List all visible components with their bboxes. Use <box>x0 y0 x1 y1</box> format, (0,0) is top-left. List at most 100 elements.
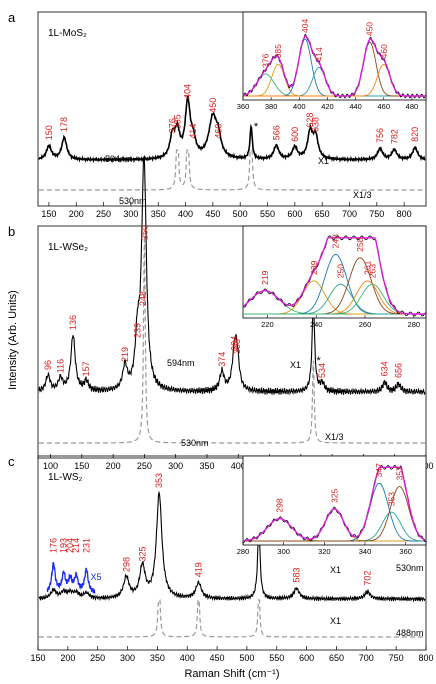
x-tick-label: 800 <box>397 209 412 219</box>
plot-frame <box>37 455 427 651</box>
series-scale: X1 <box>290 360 301 370</box>
panel-letter: a <box>8 10 16 25</box>
series-name: 594nm <box>167 358 195 368</box>
si-marker: * <box>254 121 259 133</box>
x-tick-label: 200 <box>69 209 84 219</box>
panel-b: b1L-WSe₂10015020025030035040045050055060… <box>8 155 434 471</box>
x-tick-label: 450 <box>210 653 225 663</box>
series-scale: X1/3 <box>353 190 372 200</box>
peak-label: 638 <box>311 117 321 132</box>
series-594nm <box>38 95 426 164</box>
sample-title: 1L-WSe₂ <box>48 242 88 253</box>
inset-peak-label: 219 <box>260 270 270 284</box>
peak-label: 231 <box>81 538 91 553</box>
inset-x-tick-label: 240 <box>310 320 323 329</box>
x-tick-label: 500 <box>239 653 254 663</box>
x-tick-label: 400 <box>231 461 246 471</box>
peak-label: 419 <box>194 562 204 577</box>
peak-label: 782 <box>389 129 399 144</box>
peak-label: 634 <box>380 361 390 376</box>
inset-c: 280 300 320 340 360 298 325 347 353 357 <box>237 455 427 556</box>
x-tick-label: 250 <box>90 653 105 663</box>
x-tick-label: 700 <box>342 209 357 219</box>
peak-label: 460 <box>213 124 223 139</box>
si-marker: * <box>316 355 321 367</box>
peak-label: 450 <box>208 98 218 113</box>
x-tick-label: 750 <box>369 209 384 219</box>
series-530nm <box>38 490 426 603</box>
inset-x-tick-label: 440 <box>349 102 362 111</box>
series-scale: X1 <box>318 156 329 166</box>
inset-x-tick-label: 320 <box>318 547 331 556</box>
inset-peak-label: 248 <box>331 234 341 248</box>
peak-label: 404 <box>183 84 193 99</box>
panel-a: a 1L-MoS₂ 150 200 250 300 350 400 450 500 550 600 65… <box>8 10 427 219</box>
peak-label: 204 <box>65 538 75 553</box>
series-name: 594nm <box>105 154 133 164</box>
series-name: 530nm <box>396 563 424 573</box>
peak-label: 566 <box>271 125 281 140</box>
peak-label: 414 <box>188 124 198 139</box>
peak-label: 96 <box>43 360 53 370</box>
peak-label: 353 <box>154 473 164 488</box>
panel-letter: c <box>8 454 15 469</box>
x-tick-label: 600 <box>299 653 314 663</box>
x-tick-label: 100 <box>43 461 58 471</box>
peak-label: 374 <box>217 352 227 367</box>
inset-x-tick-label: 220 <box>261 320 274 329</box>
peak-label: 325 <box>137 546 147 561</box>
peak-label: 248 <box>138 291 148 306</box>
x-tick-label: 500 <box>233 209 248 219</box>
inset-peak-label: 460 <box>379 44 389 58</box>
peak-label: 250 <box>139 225 149 240</box>
inset-peak-label: 239 <box>309 260 319 274</box>
x-tick-label: 550 <box>269 653 284 663</box>
inset-x-tick-label: 300 <box>277 547 290 556</box>
peak-label: 702 <box>363 571 373 586</box>
x-tick-label: 800 <box>418 653 433 663</box>
inset-cumulative-fit <box>242 466 427 542</box>
x-tick-label: 550 <box>260 209 275 219</box>
peak-label: 385 <box>172 114 182 129</box>
x-tick-label: 200 <box>60 653 75 663</box>
x-tick-label: 450 <box>205 209 220 219</box>
peak-label: 398 <box>232 339 242 354</box>
x-tick-label: 250 <box>96 209 111 219</box>
peak-label: 116 <box>56 359 66 373</box>
inset-x-tick-label: 360 <box>237 102 250 111</box>
inset-x-tick-label: 280 <box>408 320 421 329</box>
peak-label: 176 <box>49 538 59 553</box>
x-tick-label: 300 <box>123 209 138 219</box>
series-X5 <box>46 561 96 594</box>
peak-label: 193 <box>59 538 69 553</box>
inset-peak-label: 263 <box>367 264 377 278</box>
x-tick-label: 650 <box>315 209 330 219</box>
panel-letter: b <box>8 224 15 239</box>
series-scale: X1 <box>330 616 341 626</box>
inset-peak-label: 414 <box>314 47 324 61</box>
inset-x-tick-label: 280 <box>237 547 250 556</box>
peak-label: 583 <box>291 567 301 582</box>
x-tick-label: 700 <box>359 653 374 663</box>
x-tick-label: 650 <box>329 653 344 663</box>
x-tick-label: 750 <box>389 653 404 663</box>
x-tick-label: 600 <box>287 209 302 219</box>
sample-title: 1L-WS₂ <box>48 472 83 483</box>
x-tick-label: 150 <box>41 209 56 219</box>
x-tick-label: 300 <box>168 461 183 471</box>
series-x5-label: X5 <box>91 572 102 582</box>
y-axis-label: Intensity (Arb. Units) <box>7 290 19 390</box>
inset-peak-label: 353 <box>386 492 396 506</box>
inset-x-tick-label: 380 <box>265 102 278 111</box>
series-488nm <box>39 599 425 638</box>
inset-peak-label: 385 <box>273 44 283 58</box>
x-tick-label: 400 <box>178 209 193 219</box>
plot-frame <box>37 11 427 207</box>
series-scale: X1 <box>330 565 341 575</box>
x-tick-label: 150 <box>30 653 45 663</box>
inset-peak-label: 347 <box>374 463 384 477</box>
inset-x-tick-label: 420 <box>321 102 334 111</box>
